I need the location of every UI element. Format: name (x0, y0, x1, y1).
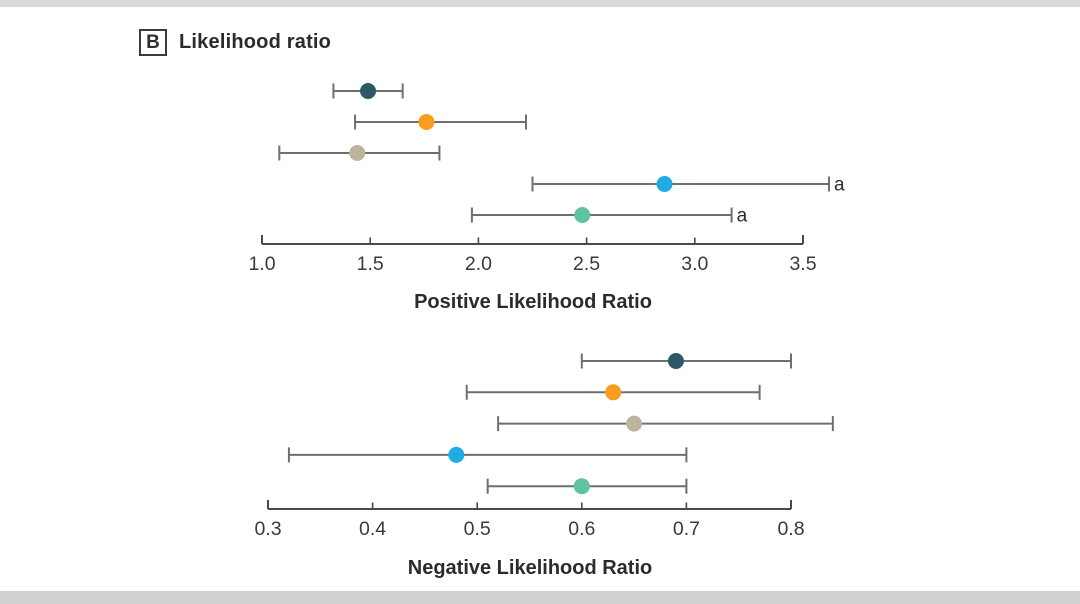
x-tick-label: 2.5 (573, 253, 600, 275)
orange-marker (418, 114, 435, 130)
top-gray-strip (0, 0, 1080, 7)
x-tick-label: 0.8 (777, 518, 804, 540)
light-blue-marker (448, 446, 465, 463)
x-tick-label: 2.0 (465, 253, 492, 275)
footnote-marker: a (834, 175, 845, 196)
negative-likelihood-ratio-chart: 0.3 0.4 0.5 0.6 0.7 0.8 (254, 353, 834, 540)
x-tick-label: 0.7 (673, 518, 700, 540)
green-marker (573, 478, 590, 495)
x-tick-label: 0.5 (464, 518, 491, 540)
x-tick-label: 1.0 (248, 253, 275, 275)
positive-lr-axis-title: Positive Likelihood Ratio (414, 291, 652, 313)
bottom-gray-strip (0, 591, 1080, 604)
x-tick-label: 0.4 (359, 518, 386, 540)
panel-label-box: B (139, 29, 167, 56)
tan-marker (626, 415, 643, 432)
x-tick-label: 1.5 (357, 253, 384, 275)
x-tick-label: 0.3 (254, 518, 281, 540)
panel-header: B Likelihood ratio (139, 29, 331, 56)
panel-title: Likelihood ratio (179, 31, 332, 53)
x-tick-label: 3.0 (681, 253, 708, 275)
dark-teal-marker (360, 83, 377, 99)
light-blue-marker (656, 176, 673, 192)
orange-marker (605, 384, 622, 401)
green-marker (574, 207, 591, 223)
x-tick-label: 3.5 (789, 253, 816, 275)
panel-label: B (146, 31, 160, 53)
dark-teal-marker (667, 353, 684, 369)
tan-marker (349, 145, 366, 161)
negative-lr-axis-title: Negative Likelihood Ratio (407, 557, 653, 579)
x-tick-label: 0.6 (568, 518, 595, 540)
footnote-marker: a (737, 206, 748, 227)
positive-likelihood-ratio-chart: 1.0 1.5 2.0 2.5 3.0 3.5 a a (248, 83, 845, 275)
